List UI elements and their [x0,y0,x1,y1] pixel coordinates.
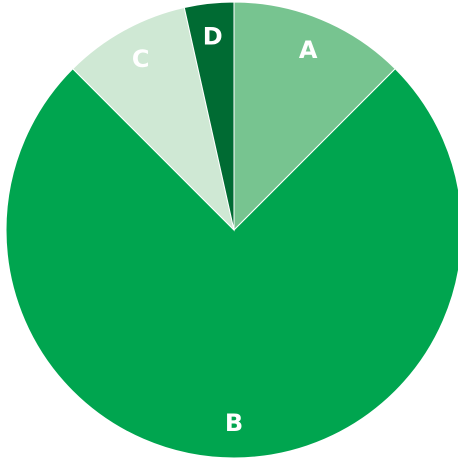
slice-label: D [203,22,223,50]
slice-label: C [132,45,150,73]
pie-slice [72,6,235,232]
pie-slice [233,1,396,232]
pie-slice [5,68,458,459]
slice-label: A [299,36,318,64]
pie-slice [183,1,235,231]
slice-label: B [225,409,243,437]
